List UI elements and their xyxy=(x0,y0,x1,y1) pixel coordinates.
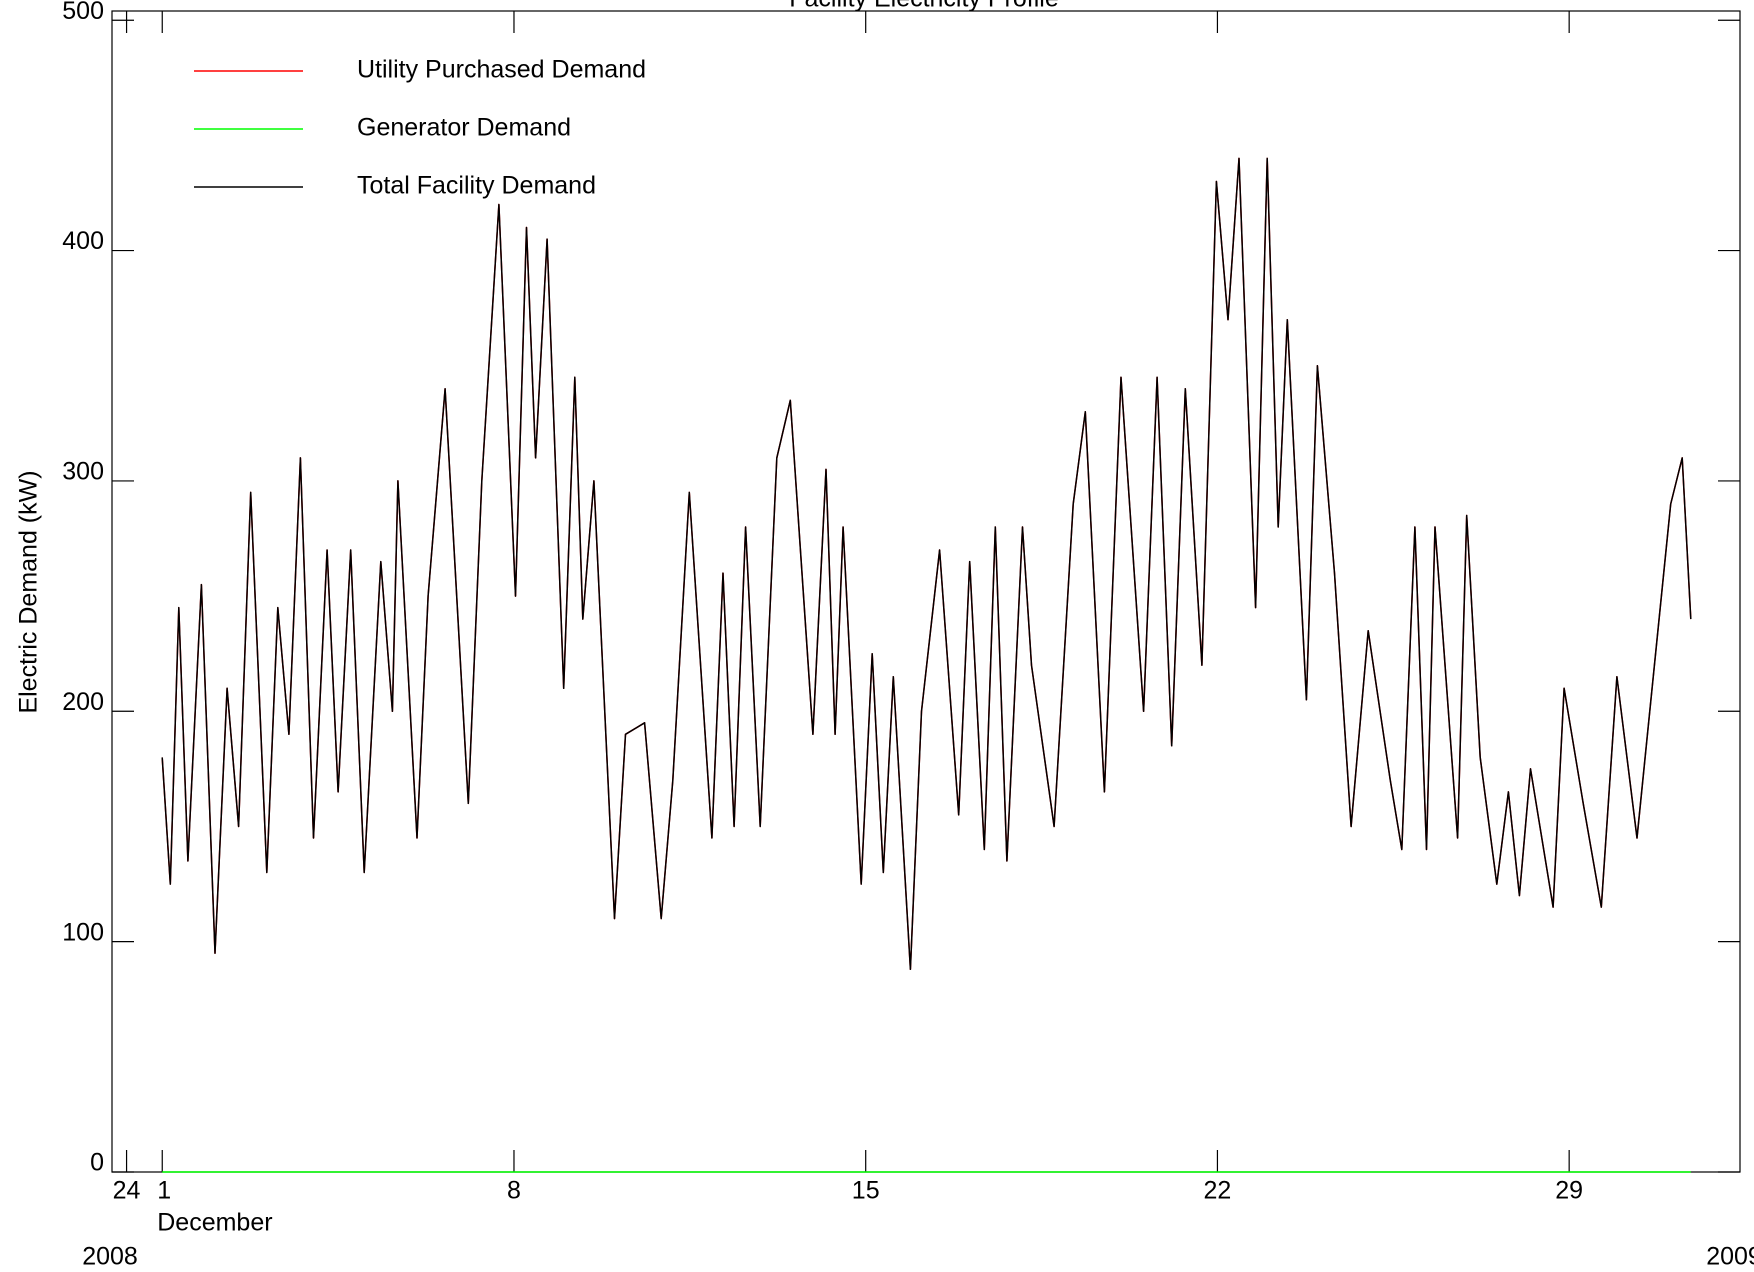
start-year-label: 2008 xyxy=(82,1243,138,1271)
series-line xyxy=(161,157,1692,971)
legend-label: Utility Purchased Demand xyxy=(357,56,646,84)
y-tick-label: 200 xyxy=(62,688,104,716)
x-tick-label: 1 xyxy=(157,1177,171,1205)
y-tick-label: 0 xyxy=(90,1149,104,1177)
x-tick-label: 22 xyxy=(1204,1177,1232,1205)
legend-label: Generator Demand xyxy=(357,114,571,142)
month-label: December xyxy=(157,1209,272,1237)
x-tick-label: 8 xyxy=(507,1177,521,1205)
x-tick-label: 24 xyxy=(113,1177,141,1205)
y-tick-label: 400 xyxy=(62,227,104,255)
chart-title: Facility Electricity Profile xyxy=(789,0,1059,13)
y-axis-label: Electric Demand (kW) xyxy=(15,470,43,713)
legend-label: Total Facility Demand xyxy=(357,172,596,200)
x-tick-label: 15 xyxy=(852,1177,880,1205)
y-tick-label: 300 xyxy=(62,458,104,486)
end-year-label: 2009 xyxy=(1706,1243,1754,1271)
y-tick-label: 500 xyxy=(62,0,104,25)
series-line xyxy=(161,157,1692,971)
y-tick-label: 100 xyxy=(62,918,104,946)
x-tick-label: 29 xyxy=(1555,1177,1583,1205)
